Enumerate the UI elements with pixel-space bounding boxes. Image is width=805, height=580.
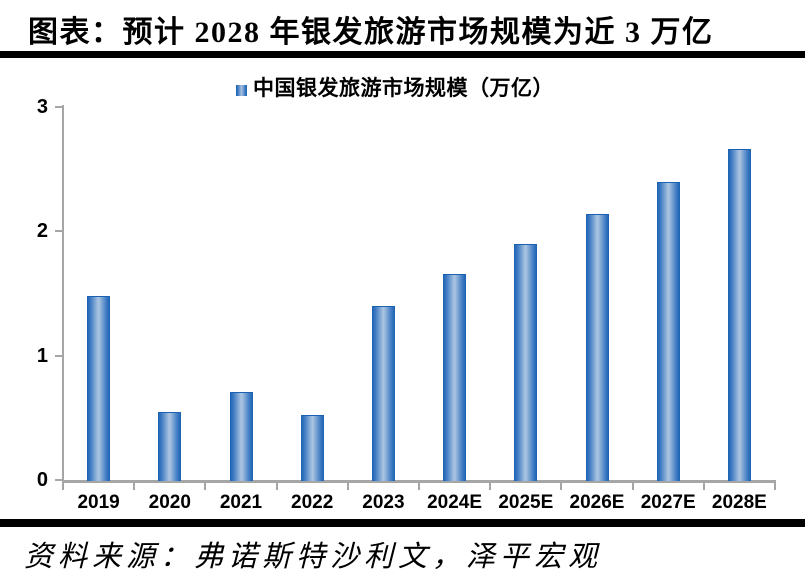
y-axis-line [62, 105, 64, 483]
bar-2026E [585, 213, 609, 481]
x-axis-tick [418, 483, 420, 490]
x-axis-tick [631, 483, 634, 490]
x-axis-tick [204, 483, 207, 490]
bar-2020 [158, 411, 182, 481]
x-axis-tick [489, 483, 492, 490]
x-axis-label: 2019 [77, 492, 120, 513]
x-axis-label: 2020 [148, 492, 191, 513]
bar-2023 [371, 305, 395, 481]
legend-label: 中国银发旅游市场规模（万亿） [253, 76, 554, 100]
bar-2022 [300, 415, 324, 481]
bar-2025E [514, 243, 538, 481]
y-axis-label: 2 [36, 220, 48, 243]
x-axis-label: 2028E [711, 492, 767, 513]
x-axis-label: 2023 [362, 492, 405, 513]
y-axis-tick [55, 354, 62, 357]
y-axis-label: 3 [36, 96, 48, 118]
x-axis-tick [275, 483, 278, 490]
y-axis-tick [55, 479, 62, 481]
x-axis-line [62, 480, 776, 483]
x-axis-tick [702, 483, 705, 490]
y-axis-label: 0 [36, 469, 48, 491]
x-axis-tick [346, 483, 349, 490]
x-axis-label: 2021 [219, 492, 263, 513]
y-axis-tick [55, 106, 62, 108]
bar-2019 [87, 295, 111, 481]
x-axis-label: 2027E [640, 492, 696, 513]
y-axis-label: 1 [36, 344, 48, 367]
x-axis-label: 2026E [569, 492, 625, 513]
x-axis-label: 2024E [427, 492, 483, 513]
y-axis-tick [55, 230, 62, 233]
bar-2024E [443, 273, 467, 481]
x-axis-tick [774, 483, 776, 490]
chart-legend: 中国银发旅游市场规模（万亿） [236, 72, 554, 102]
title-divider [0, 51, 805, 58]
x-axis-label: 2025E [498, 492, 554, 513]
page-title: 图表：预计 2028 年银发旅游市场规模为近 3 万亿 [28, 16, 714, 49]
legend-square-icon [236, 85, 247, 96]
source-note: 资料来源：弗诺斯特沙利文，泽平宏观 [24, 541, 603, 573]
x-axis-label: 2022 [291, 492, 334, 513]
x-axis-tick [560, 483, 563, 490]
bar-2028E [727, 149, 751, 481]
footer-divider [0, 519, 805, 527]
x-axis-tick [62, 483, 64, 490]
bar-2021 [229, 391, 253, 481]
bar-2027E [656, 181, 680, 481]
x-axis-tick [133, 483, 136, 490]
